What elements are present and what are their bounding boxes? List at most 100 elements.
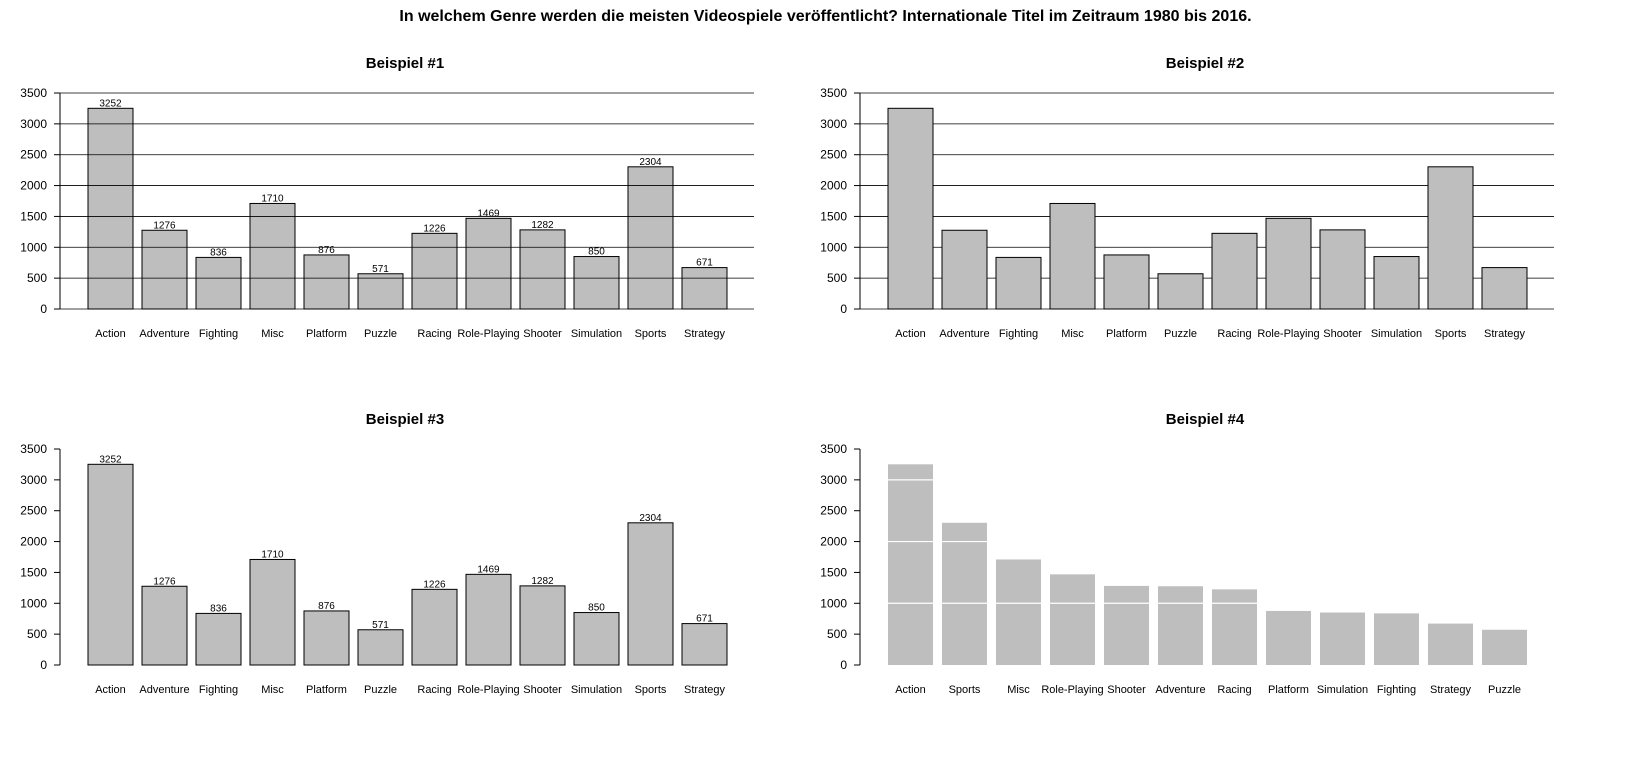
x-category-label: Platform xyxy=(306,684,347,696)
bar-fighting xyxy=(1374,613,1419,665)
y-tick-label: 500 xyxy=(27,627,47,641)
y-tick-label: 3500 xyxy=(20,86,47,100)
y-tick-label: 0 xyxy=(40,302,47,316)
data-label: 571 xyxy=(372,620,389,631)
chart-panel-3: Beispiel #3 0 500 1000 1500 2000 2500 3000 3500 A… xyxy=(20,411,728,696)
main-title: In welchem Genre werden die meisten Vide… xyxy=(399,8,1252,25)
x-category-label: Sports xyxy=(1435,328,1467,340)
x-category-label: Platform xyxy=(1268,684,1309,696)
data-label: 1226 xyxy=(423,223,446,234)
bar-action xyxy=(887,107,934,310)
y-tick-label: 2000 xyxy=(820,179,847,193)
data-label: 876 xyxy=(318,601,335,612)
chart-panel-1: Beispiel #1 0 500 1000 1500 2000 2500 3000 3500 A… xyxy=(20,55,754,340)
y-tick-label: 2000 xyxy=(820,535,847,549)
x-category-label: Puzzle xyxy=(364,684,397,696)
y-tick-label: 500 xyxy=(827,627,847,641)
bar-role-playing xyxy=(1265,217,1312,310)
x-category-label: Fighting xyxy=(1377,684,1416,696)
data-label: 671 xyxy=(696,614,713,625)
bar-racing xyxy=(411,232,458,310)
y-tick-label: 2500 xyxy=(820,148,847,162)
data-label: 2304 xyxy=(639,513,662,524)
data-label: 1710 xyxy=(261,549,284,560)
y-tick-label: 1500 xyxy=(820,209,847,223)
y-tick-label: 1000 xyxy=(820,596,847,610)
x-category-label: Adventure xyxy=(139,684,189,696)
bar-sports xyxy=(627,522,674,666)
x-category-label: Platform xyxy=(1106,328,1147,340)
bar-adventure xyxy=(141,229,188,310)
bar-sports xyxy=(942,522,987,665)
bar-misc xyxy=(249,202,296,310)
x-category-label: Sports xyxy=(635,684,667,696)
data-label: 3252 xyxy=(99,98,122,109)
bar-strategy xyxy=(681,623,728,666)
y-tick-label: 1000 xyxy=(20,596,47,610)
x-category-label: Simulation xyxy=(571,684,622,696)
bar-simulation xyxy=(1373,256,1420,310)
bar-action xyxy=(888,464,933,665)
bar-sports xyxy=(1427,166,1474,310)
y-tick-label: 1500 xyxy=(820,565,847,579)
chart-title: Beispiel #4 xyxy=(1166,411,1245,428)
data-label: 1282 xyxy=(531,220,554,231)
y-tick-label: 500 xyxy=(27,271,47,285)
bar-adventure xyxy=(141,585,188,666)
bar-platform xyxy=(1103,254,1150,310)
bar-puzzle xyxy=(357,629,404,666)
x-category-label: Adventure xyxy=(1155,684,1205,696)
bar-shooter xyxy=(1319,229,1366,310)
y-tick-label: 1500 xyxy=(20,209,47,223)
x-category-label: Action xyxy=(895,684,926,696)
x-category-label: Sports xyxy=(949,684,981,696)
chart-title: Beispiel #2 xyxy=(1166,55,1244,72)
data-label: 1276 xyxy=(153,576,176,587)
x-category-label: Shooter xyxy=(1323,328,1362,340)
chart-title: Beispiel #1 xyxy=(366,55,444,72)
x-category-label: Racing xyxy=(417,684,451,696)
bar-platform xyxy=(303,610,350,666)
data-label: 1469 xyxy=(477,208,500,219)
x-category-label: Strategy xyxy=(684,684,725,696)
bar-simulation xyxy=(1320,612,1365,665)
x-category-label: Simulation xyxy=(1371,328,1422,340)
x-category-label: Role-Playing xyxy=(1257,328,1319,340)
x-category-label: Adventure xyxy=(139,328,189,340)
x-category-label: Shooter xyxy=(523,684,562,696)
y-tick-label: 0 xyxy=(840,658,847,672)
data-label: 571 xyxy=(372,264,389,275)
data-label: 1710 xyxy=(261,193,284,204)
x-category-label: Puzzle xyxy=(1164,328,1197,340)
bar-role-playing xyxy=(465,573,512,666)
data-label: 836 xyxy=(210,603,227,614)
bar-strategy xyxy=(1481,267,1528,310)
data-label: 850 xyxy=(588,247,605,258)
x-category-label: Misc xyxy=(1061,328,1084,340)
x-category-label: Role-Playing xyxy=(1041,684,1103,696)
data-label: 1276 xyxy=(153,220,176,231)
y-tick-label: 0 xyxy=(40,658,47,672)
bar-shooter xyxy=(519,229,566,310)
bar-fighting xyxy=(995,256,1042,310)
chart-panel-4: Beispiel #4 0 500 1000 1500 2000 2500 3000 3500 A… xyxy=(820,411,1529,696)
bar-shooter xyxy=(519,585,566,666)
data-label: 3252 xyxy=(99,454,122,465)
bar-fighting xyxy=(195,612,242,666)
x-category-label: Strategy xyxy=(684,328,725,340)
y-tick-label: 3000 xyxy=(820,117,847,131)
y-tick-label: 3000 xyxy=(820,473,847,487)
data-label: 836 xyxy=(210,247,227,258)
y-tick-label: 3500 xyxy=(820,86,847,100)
bar-misc xyxy=(1049,202,1096,310)
y-tick-label: 2500 xyxy=(820,504,847,518)
bar-sports xyxy=(627,166,674,310)
data-label: 850 xyxy=(588,603,605,614)
y-tick-label: 2500 xyxy=(20,148,47,162)
x-category-label: Misc xyxy=(261,328,284,340)
y-tick-label: 0 xyxy=(840,302,847,316)
bar-misc xyxy=(249,558,296,666)
x-category-label: Fighting xyxy=(999,328,1038,340)
bar-strategy xyxy=(681,267,728,310)
x-category-label: Action xyxy=(95,684,126,696)
